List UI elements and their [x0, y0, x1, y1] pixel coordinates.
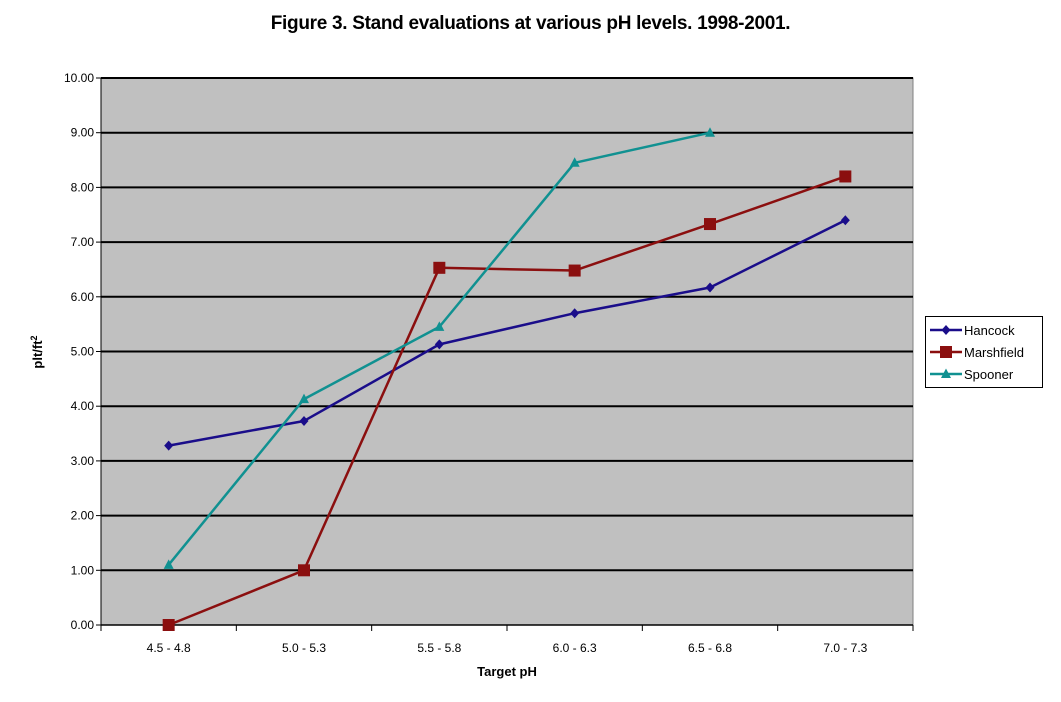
data-point-hancock [840, 215, 850, 226]
chart-title: Figure 3. Stand evaluations at various p… [270, 13, 791, 34]
y-tick-label: 3.00 [71, 454, 95, 468]
data-point-spooner [569, 157, 580, 167]
y-tick-label: 5.00 [71, 345, 95, 359]
legend-item-hancock: Hancock [926, 320, 1042, 340]
y-axis-title: plt/ft2 [29, 335, 45, 368]
y-tick-label: 7.00 [71, 235, 95, 249]
series-marshfield [162, 170, 852, 631]
data-point-marshfield [704, 218, 716, 231]
legend-label-spooner: Spooner [964, 367, 1014, 382]
y-tick-label: 10.00 [64, 71, 94, 85]
data-point-spooner [299, 393, 309, 404]
data-point-hancock [164, 440, 174, 451]
legend-item-marshfield: Marshfield [926, 342, 1042, 362]
series-spooner [163, 127, 715, 569]
legend: Hancock Marshfield Spooner [925, 316, 1043, 388]
data-point-hancock [299, 415, 309, 426]
x-tick-label: 5.0 - 5.3 [282, 641, 326, 655]
y-tick-label: 0.00 [71, 618, 95, 632]
data-point-marshfield [162, 619, 175, 631]
y-axis-title-superscript: 2 [29, 335, 39, 340]
data-point-hancock [434, 339, 444, 350]
data-point-marshfield [839, 170, 852, 183]
legend-swatch-hancock [930, 325, 962, 335]
data-point-marshfield [298, 564, 310, 577]
legend-item-spooner: Spooner [926, 364, 1042, 384]
y-axis-title-text: plt/ft [30, 340, 45, 369]
x-tick-label: 7.0 - 7.3 [823, 641, 867, 655]
y-tick-label: 9.00 [71, 126, 95, 140]
x-tick-label: 5.5 - 5.8 [417, 641, 461, 655]
y-tick-label: 8.00 [71, 180, 95, 194]
data-point-spooner [705, 127, 715, 137]
legend-marker-hancock [941, 325, 951, 335]
data-point-spooner [434, 321, 445, 331]
legend-swatch-spooner [930, 368, 962, 378]
y-tick-label: 1.00 [71, 563, 95, 577]
x-tick-label: 6.0 - 6.3 [553, 641, 597, 655]
y-axis-ticks: 0.00 1.00 2.00 3.00 4.00 5.00 6.00 7.00 8.00 9.00… [64, 71, 101, 632]
series-line-marshfield [168, 175, 846, 627]
data-point-spooner [163, 559, 174, 569]
x-tick-label: 6.5 - 6.8 [688, 641, 732, 655]
data-point-marshfield [433, 261, 446, 274]
data-point-hancock [705, 282, 715, 293]
legend-label-hancock: Hancock [964, 323, 1015, 338]
legend-marker-spooner [941, 368, 951, 378]
data-point-hancock [570, 308, 580, 319]
x-axis-ticks: 4.5 - 4.8 5.0 - 5.3 5.5 - 5.8 6.0 - 6.3 6.5 … [100, 625, 914, 655]
legend-marker-marshfield [940, 346, 952, 358]
series-layer [162, 127, 852, 631]
legend-label-marshfield: Marshfield [964, 345, 1024, 360]
x-axis-title: Target pH [477, 664, 537, 679]
y-tick-label: 6.00 [71, 290, 95, 304]
x-tick-label: 4.5 - 4.8 [147, 641, 191, 655]
y-tick-label: 4.00 [71, 399, 95, 413]
data-point-marshfield [568, 264, 581, 277]
legend-swatch-marshfield [930, 346, 962, 358]
y-tick-label: 2.00 [71, 509, 95, 523]
